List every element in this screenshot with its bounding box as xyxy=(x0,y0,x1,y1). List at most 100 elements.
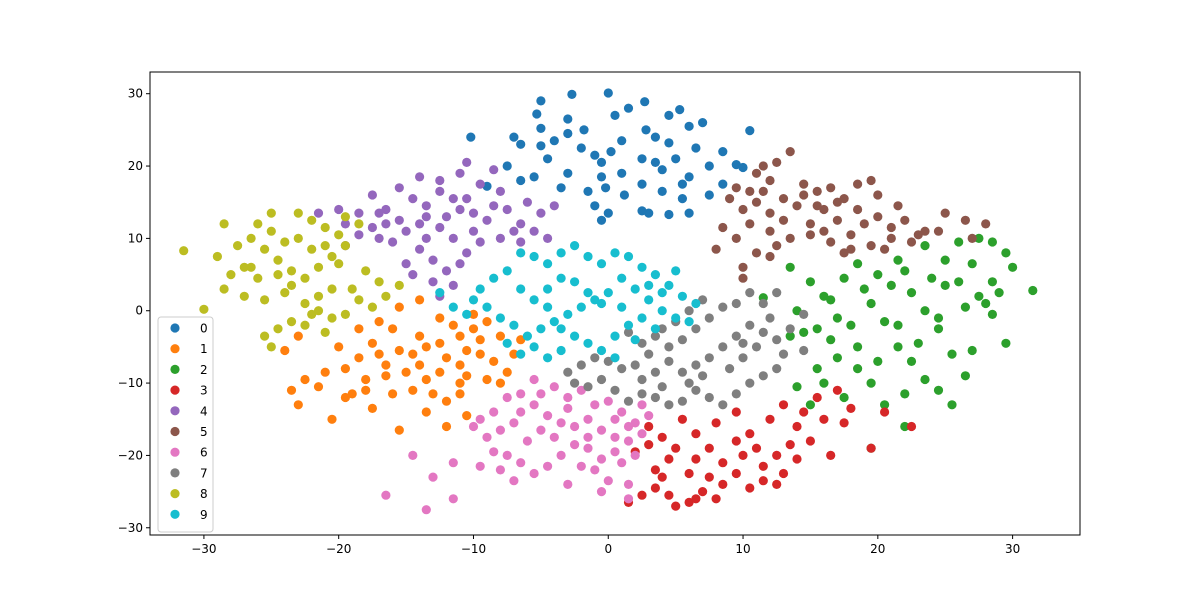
data-point xyxy=(799,179,809,189)
data-point xyxy=(785,331,795,341)
data-point xyxy=(354,208,364,218)
data-point xyxy=(819,291,829,301)
data-point xyxy=(805,400,816,410)
data-point xyxy=(812,392,822,403)
data-point xyxy=(839,418,849,428)
data-point xyxy=(509,418,519,428)
legend-label: 6 xyxy=(200,446,208,460)
data-point xyxy=(1008,262,1018,272)
legend-label: 8 xyxy=(200,487,208,501)
data-point xyxy=(475,237,485,247)
data-point xyxy=(428,255,438,265)
data-point xyxy=(792,454,802,464)
data-point xyxy=(718,458,728,468)
data-point xyxy=(266,208,276,218)
data-point xyxy=(772,241,782,251)
data-point xyxy=(590,201,600,211)
data-point xyxy=(981,219,991,229)
legend-label: 5 xyxy=(200,425,208,439)
data-point xyxy=(731,331,741,341)
data-point xyxy=(933,313,944,323)
data-point xyxy=(846,403,856,413)
legend-item-5: 5 xyxy=(170,425,208,439)
data-point xyxy=(644,411,654,421)
data-point xyxy=(603,88,613,98)
data-point xyxy=(812,201,822,211)
data-point xyxy=(327,313,337,323)
data-point xyxy=(495,313,505,323)
data-point xyxy=(623,396,634,406)
data-point xyxy=(415,172,425,182)
series-8 xyxy=(179,208,404,352)
data-point xyxy=(832,313,843,323)
data-point xyxy=(664,490,674,500)
data-point xyxy=(394,280,404,290)
data-point xyxy=(664,342,674,352)
data-point xyxy=(448,233,458,243)
data-point xyxy=(583,382,593,392)
data-point xyxy=(893,320,903,330)
data-point xyxy=(853,179,863,189)
data-point xyxy=(812,186,822,196)
data-point xyxy=(893,255,903,265)
data-point xyxy=(601,183,611,193)
data-point xyxy=(758,371,768,381)
legend-label: 9 xyxy=(200,508,208,522)
data-point xyxy=(832,353,843,363)
data-point xyxy=(664,400,674,410)
legend-item-8: 8 xyxy=(170,487,208,501)
data-point xyxy=(610,385,620,395)
data-point xyxy=(441,212,452,222)
data-point xyxy=(401,259,411,269)
data-point xyxy=(657,306,667,316)
data-point xyxy=(637,338,647,348)
data-point xyxy=(637,154,647,164)
data-point xyxy=(495,186,505,196)
data-point xyxy=(859,219,869,229)
data-point xyxy=(617,407,627,417)
data-point xyxy=(421,374,431,385)
data-point xyxy=(873,190,883,200)
data-point xyxy=(596,487,607,497)
data-point xyxy=(987,237,998,247)
data-point xyxy=(893,201,903,211)
data-point xyxy=(421,201,431,211)
data-point xyxy=(286,280,297,290)
data-point xyxy=(644,280,654,290)
data-point xyxy=(657,288,667,298)
data-point xyxy=(543,233,553,243)
data-point xyxy=(590,400,600,410)
data-point xyxy=(920,374,930,385)
y-tick-label: 10 xyxy=(128,231,143,245)
data-point xyxy=(623,327,634,337)
data-point xyxy=(933,385,944,395)
data-point xyxy=(340,241,350,251)
data-point xyxy=(691,429,701,439)
data-point xyxy=(785,324,795,334)
data-point xyxy=(691,385,701,395)
data-point xyxy=(340,219,350,229)
data-point xyxy=(462,248,472,258)
data-point xyxy=(650,331,661,341)
data-point xyxy=(819,204,829,215)
data-point xyxy=(179,246,189,256)
data-point xyxy=(718,302,728,312)
data-point xyxy=(832,197,843,207)
data-point xyxy=(650,483,661,493)
data-point xyxy=(563,168,573,178)
data-point xyxy=(502,338,512,348)
data-point xyxy=(536,425,546,435)
data-point xyxy=(516,349,526,359)
data-point xyxy=(583,338,593,348)
data-point xyxy=(199,304,209,314)
data-point xyxy=(657,186,667,196)
data-point xyxy=(475,414,485,424)
data-point xyxy=(671,443,681,453)
data-point xyxy=(334,259,344,269)
data-point xyxy=(684,121,694,131)
data-point xyxy=(637,400,647,410)
data-point xyxy=(630,450,640,460)
legend-marker xyxy=(170,385,180,395)
data-point xyxy=(805,219,816,229)
data-point xyxy=(826,450,836,460)
